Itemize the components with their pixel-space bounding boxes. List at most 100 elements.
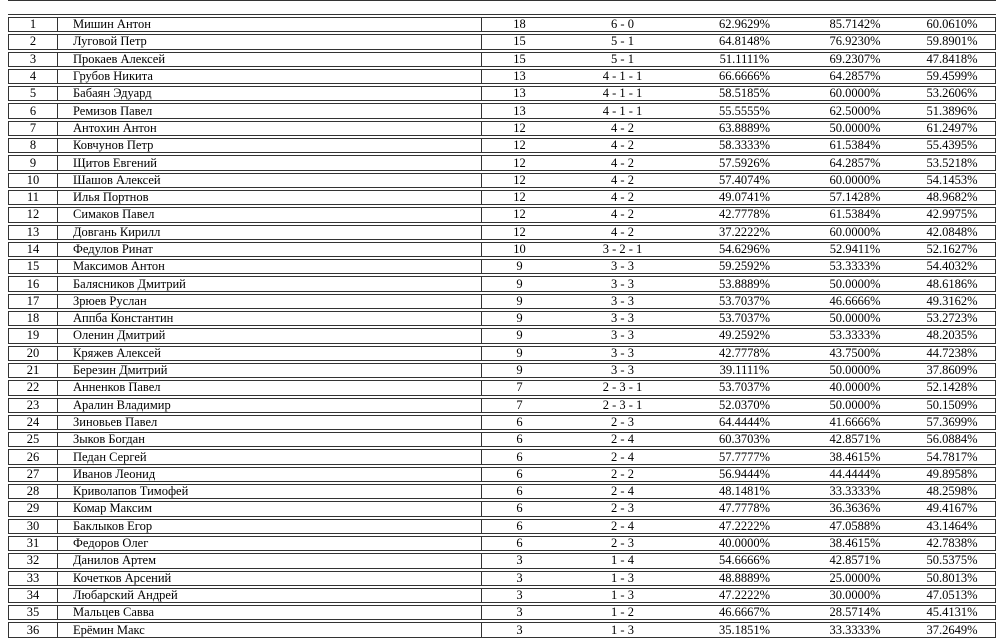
points-cell: 6 (516, 433, 523, 447)
table-row: 10 Шашов Алексей 12 4 - 2 57.4074% 60.00… (8, 172, 996, 188)
rank-cell: 28 (9, 485, 58, 499)
points-cell: 12 (513, 121, 526, 135)
rank-cell: 24 (9, 415, 58, 430)
record-cell: 1 - 3 (611, 571, 634, 585)
points-cell: 3 (516, 588, 523, 602)
rank-cell: 8 (9, 139, 58, 153)
percentage-1-cell: 48.1481% (718, 485, 771, 499)
percentage-2-cell: 52.9411% (829, 242, 881, 256)
table-row: 20 Кряжев Алексей 9 3 - 3 42.7778% 43.75… (8, 345, 996, 361)
points-cell: 6 (516, 450, 523, 464)
rank-cell: 33 (9, 571, 58, 585)
percentage-1-cell: 52.0370% (718, 398, 771, 412)
percentage-2-cell: 85.7142% (829, 18, 881, 32)
percentage-2-cell: 42.8571% (829, 554, 881, 568)
player-name-cell: Криволапов Тимофей (58, 485, 482, 499)
points-cell: 15 (513, 52, 526, 66)
table-row: 7 Антохин Антон 12 4 - 2 63.8889% 50.000… (8, 120, 996, 137)
rank-cell: 1 (9, 18, 58, 32)
record-cell: 3 - 3 (611, 312, 634, 326)
points-cell: 12 (513, 190, 526, 205)
player-name-cell: Зыков Богдан (58, 433, 482, 447)
points-cell: 12 (513, 208, 526, 222)
percentage-3-cell: 51.3896% (926, 104, 978, 118)
rank-cell: 23 (9, 398, 58, 412)
player-name-cell: Мишин Антон (58, 18, 482, 32)
record-cell: 2 - 3 (611, 536, 634, 551)
record-cell: 3 - 3 (611, 277, 634, 291)
record-cell: 2 - 3 (611, 415, 634, 429)
table-row: 5 Бабаян Эдуард 13 4 - 1 - 1 58.5185% 60… (8, 86, 996, 102)
points-cell: 9 (516, 277, 523, 291)
points-cell: 12 (513, 225, 526, 239)
player-name-cell: Ковчунов Петр (58, 139, 482, 153)
percentage-1-cell: 53.7037% (718, 381, 771, 395)
table-row: 23 Аралин Владимир 7 2 - 3 - 1 52.0370% … (8, 397, 996, 413)
percentage-3-cell: 52.1428% (926, 381, 978, 395)
table-row: 2 Луговой Петр 15 5 - 1 64.8148% 76.9230… (8, 34, 996, 50)
percentage-1-cell: 60.3703% (718, 433, 771, 447)
rank-cell: 25 (9, 433, 58, 447)
table-rows-container: 1 Мишин Антон 18 6 - 0 62.9629% 85.7142%… (8, 17, 996, 638)
percentage-2-cell: 25.0000% (829, 571, 881, 585)
percentage-1-cell: 47.2222% (718, 588, 771, 602)
player-name-cell: Бабаян Эдуард (58, 87, 482, 101)
record-cell: 1 - 2 (611, 606, 634, 620)
percentage-1-cell: 42.7778% (718, 346, 771, 360)
percentage-2-cell: 30.0000% (829, 588, 881, 602)
points-cell: 13 (513, 87, 526, 101)
points-cell: 7 (516, 381, 523, 395)
standings-table: 1 Мишин Антон 18 6 - 0 62.9629% 85.7142%… (8, 0, 996, 640)
player-name-cell: Комар Максим (58, 502, 482, 516)
percentage-3-cell: 55.4395% (926, 139, 978, 153)
player-name-cell: Ремизов Павел (58, 104, 482, 118)
rank-cell: 17 (9, 294, 58, 309)
percentage-2-cell: 41.6666% (829, 415, 881, 429)
percentage-3-cell: 49.3162% (926, 294, 978, 308)
record-cell: 5 - 1 (611, 52, 634, 66)
rank-cell: 29 (9, 502, 58, 516)
player-name-cell: Федулов Ринат (58, 242, 482, 257)
player-name-cell: Иванов Леонид (58, 467, 482, 482)
player-name-cell: Кочетков Арсений (58, 571, 482, 585)
rank-cell: 2 (9, 35, 58, 49)
rank-cell: 36 (9, 623, 58, 637)
percentage-2-cell: 60.0000% (829, 87, 881, 101)
points-cell: 3 (516, 554, 523, 568)
record-cell: 3 - 2 - 1 (602, 242, 643, 256)
points-cell: 9 (516, 363, 523, 378)
player-name-cell: Шашов Алексей (58, 173, 482, 187)
table-row: 3 Прокаев Алексей 15 5 - 1 51.1111% 69.2… (8, 51, 996, 67)
percentage-3-cell: 53.2723% (926, 312, 978, 326)
record-cell: 1 - 3 (611, 623, 634, 637)
record-cell: 4 - 1 - 1 (602, 69, 643, 84)
points-cell: 15 (513, 35, 526, 49)
player-name-cell: Зрюев Руслан (58, 294, 482, 309)
player-name-cell: Мальцев Савва (58, 606, 482, 620)
points-cell: 9 (516, 294, 523, 308)
table-row: 8 Ковчунов Петр 12 4 - 2 58.3333% 61.538… (8, 138, 996, 154)
percentage-3-cell: 37.8609% (926, 363, 978, 378)
percentage-1-cell: 57.4074% (718, 173, 771, 187)
percentage-1-cell: 54.6296% (718, 242, 771, 256)
points-cell: 12 (513, 173, 526, 187)
player-name-cell: Прокаев Алексей (58, 52, 482, 66)
rank-cell: 18 (9, 312, 58, 326)
player-name-cell: Зиновьев Павел (58, 415, 482, 430)
record-cell: 2 - 4 (611, 450, 634, 464)
percentage-1-cell: 55.5555% (718, 104, 771, 118)
percentage-3-cell: 48.6186% (926, 277, 978, 291)
percentage-1-cell: 66.6666% (718, 69, 771, 84)
record-cell: 2 - 4 (611, 519, 634, 533)
percentage-3-cell: 60.0610% (926, 18, 978, 32)
percentage-2-cell: 43.7500% (829, 346, 881, 360)
percentage-1-cell: 49.2592% (718, 329, 771, 343)
record-cell: 3 - 3 (611, 294, 634, 308)
percentage-2-cell: 53.3333% (829, 260, 881, 274)
rank-cell: 21 (9, 363, 58, 378)
percentage-3-cell: 50.8013% (926, 571, 978, 585)
table-row: 31 Федоров Олег 6 2 - 3 40.0000% 38.4615… (8, 535, 996, 552)
percentage-1-cell: 51.1111% (719, 52, 770, 66)
record-cell: 4 - 1 - 1 (602, 104, 643, 118)
table-row: 28 Криволапов Тимофей 6 2 - 4 48.1481% 3… (8, 484, 996, 500)
